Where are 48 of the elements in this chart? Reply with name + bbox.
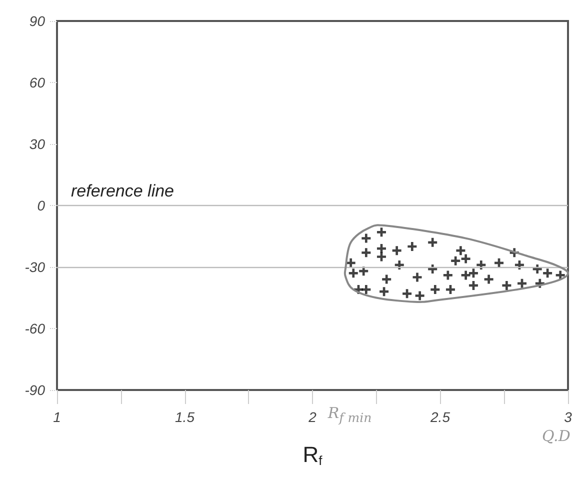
point — [392, 246, 402, 256]
point — [362, 248, 371, 258]
point — [518, 278, 527, 288]
point — [430, 285, 440, 294]
point — [348, 268, 358, 278]
point — [362, 285, 371, 294]
y-tick-label: -60 — [24, 320, 46, 336]
point — [362, 234, 371, 243]
point — [461, 270, 470, 280]
point — [532, 264, 542, 274]
y-tick-label: 0 — [37, 198, 46, 214]
x-tick-label: 1 — [53, 409, 61, 425]
point — [380, 287, 389, 296]
point — [484, 274, 494, 284]
point — [376, 228, 386, 237]
y-tick-label: -90 — [24, 382, 46, 398]
point — [382, 274, 392, 284]
x-tick-label: 3 — [564, 409, 572, 425]
x-tick-label: 2.5 — [430, 409, 450, 425]
point — [394, 260, 404, 270]
y-tick-label: 30 — [29, 136, 46, 152]
point — [443, 270, 452, 280]
y-tick-label: -30 — [24, 259, 46, 275]
point — [468, 268, 478, 278]
y-tick-label: 60 — [29, 74, 46, 90]
point — [408, 242, 417, 251]
point — [428, 238, 438, 247]
point — [451, 256, 460, 266]
point — [415, 291, 424, 300]
y-tick-label: 90 — [29, 13, 46, 29]
point — [402, 289, 412, 298]
text: Q.D — [542, 426, 570, 445]
point — [556, 270, 565, 280]
point — [428, 264, 438, 274]
x-tick-label: 2 — [308, 409, 317, 425]
point — [412, 272, 422, 282]
ref-line-label: reference line — [71, 182, 174, 200]
point — [346, 258, 356, 268]
text: R$_{f min}$ — [328, 404, 372, 426]
point — [461, 254, 470, 264]
point — [476, 260, 486, 270]
point — [376, 252, 386, 262]
point — [494, 258, 504, 268]
x-tick-label: 1.5 — [175, 409, 195, 425]
point — [502, 280, 512, 290]
point — [359, 266, 368, 276]
point — [456, 246, 466, 256]
point — [543, 268, 552, 278]
